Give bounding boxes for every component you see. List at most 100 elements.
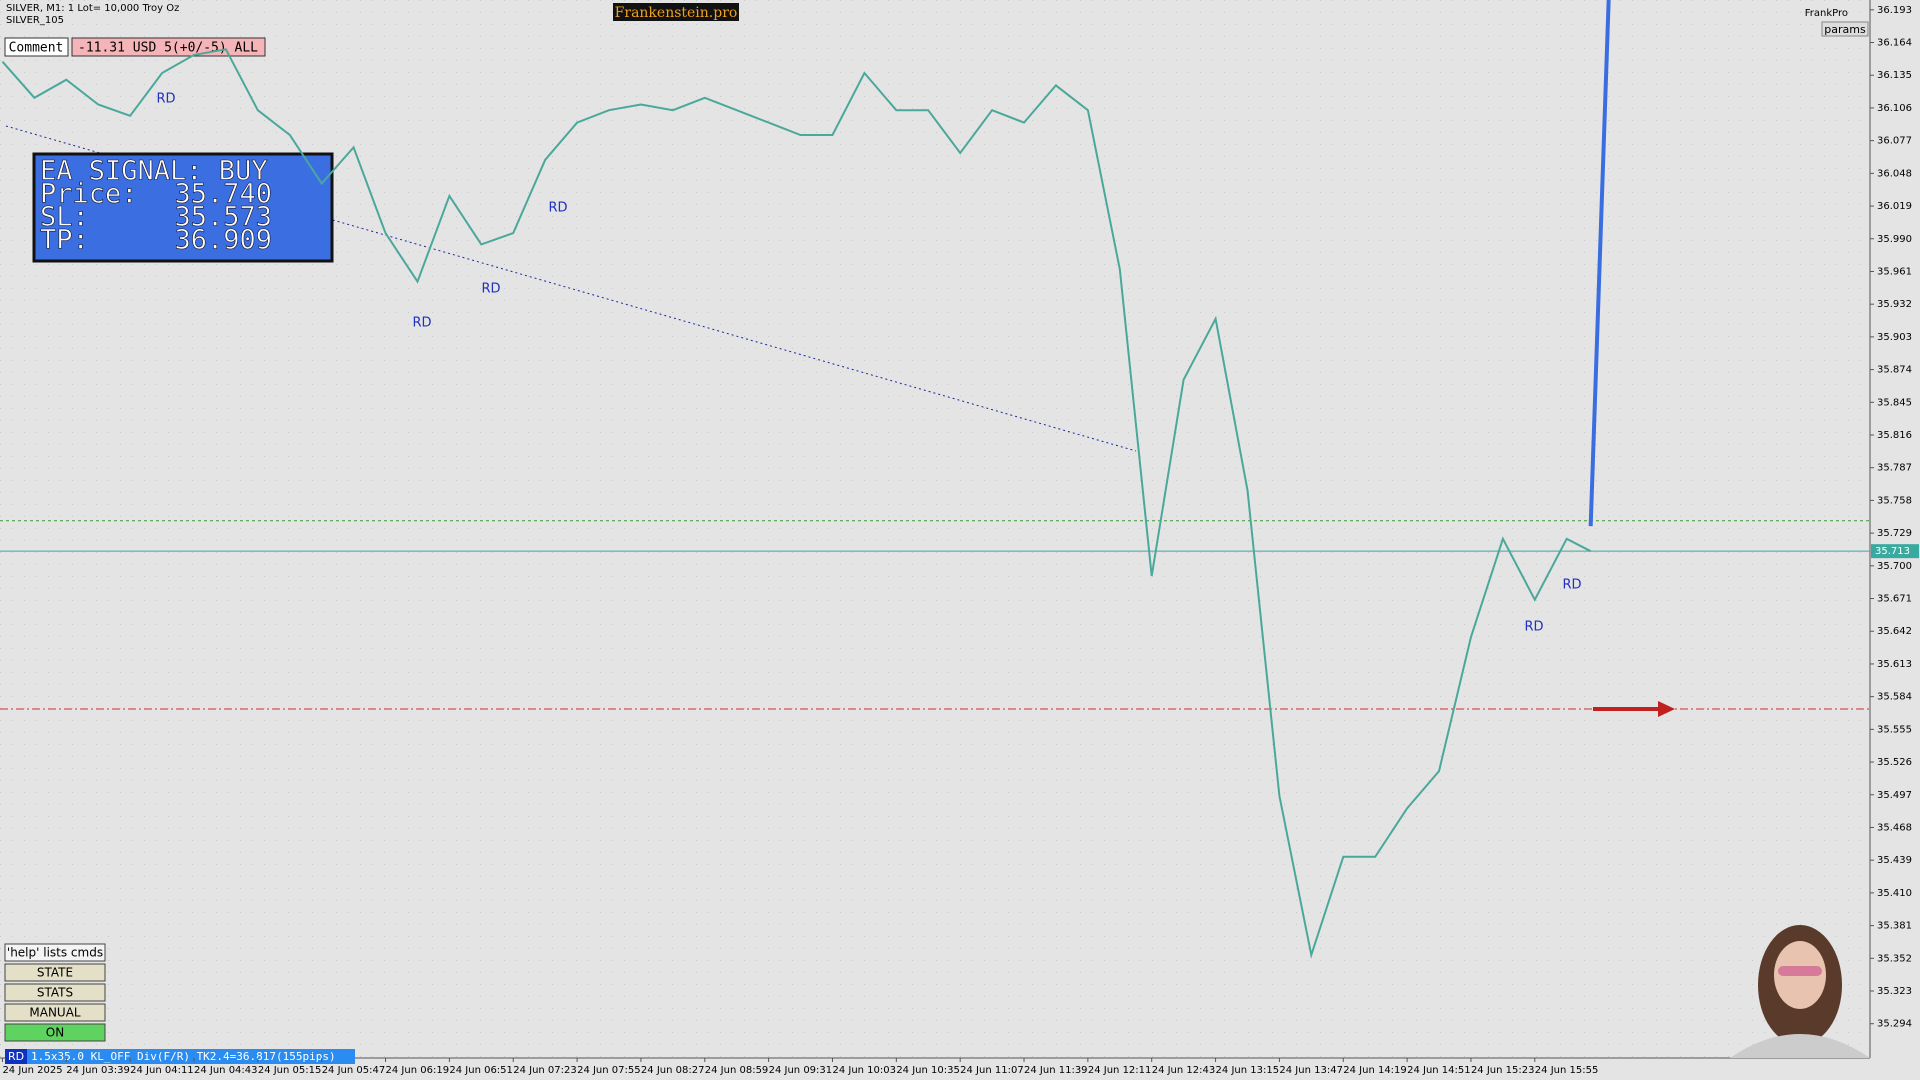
cmd-button[interactable] [4, 943, 106, 962]
rd-label: RD [548, 201, 567, 216]
rd-label: RD [481, 282, 500, 297]
x-tick-label: 24 Jun 03:39 [66, 1065, 130, 1076]
signal-price-label: Price: [40, 179, 138, 210]
status-tag: RD [8, 1050, 24, 1063]
rd-label: RD [1524, 620, 1543, 635]
status-tag-bg [5, 1049, 27, 1064]
status-text: 1.5x35.0 KL_OFF Div(F/R) TK2.4=36.817(15… [31, 1050, 336, 1063]
y-tick-label: 35.845 [1877, 397, 1912, 408]
y-tick-label: 35.700 [1877, 561, 1912, 572]
comment-label-box [4, 37, 69, 57]
y-tick-label: 35.439 [1877, 855, 1912, 866]
x-tick-label: 24 Jun 10:03 [832, 1065, 896, 1076]
x-tick-label: 24 Jun 09:31 [769, 1065, 833, 1076]
signal-price: 35.740 [174, 179, 272, 210]
y-tick-label: 35.468 [1877, 822, 1912, 833]
account: SILVER_105 [6, 15, 64, 26]
signal-tp: 36.909 [174, 225, 272, 256]
x-tick-label: 24 Jun 06:51 [449, 1065, 513, 1076]
y-tick-label: 35.497 [1877, 790, 1912, 801]
status-bar [5, 1049, 355, 1064]
y-tick-label: 35.352 [1877, 953, 1912, 964]
y-tick-label: 35.961 [1877, 266, 1912, 277]
x-tick-label: 24 Jun 10:35 [896, 1065, 960, 1076]
y-tick-label: 35.816 [1877, 430, 1912, 441]
y-tick-label: 36.106 [1877, 103, 1912, 114]
signal-title: EA SIGNAL: BUY [40, 156, 268, 187]
y-tick-label: 35.874 [1877, 365, 1912, 376]
x-tick-label: 24 Jun 11:07 [960, 1065, 1024, 1076]
y-tick-label: 35.584 [1877, 692, 1912, 703]
y-tick-label: 35.555 [1877, 724, 1912, 735]
avatar [1730, 925, 1870, 1058]
x-tick-label: 24 Jun 15:23 [1471, 1065, 1535, 1076]
x-tick-label: 24 Jun 07:55 [577, 1065, 641, 1076]
x-tick-label: 24 Jun 12:43 [1152, 1065, 1216, 1076]
y-tick-label: 35.323 [1877, 986, 1912, 997]
x-tick-label: 24 Jun 04:43 [194, 1065, 258, 1076]
cmd-button[interactable] [4, 963, 106, 982]
x-tick-label: 24 Jun 13:15 [1216, 1065, 1280, 1076]
signal-box [32, 152, 334, 263]
y-tick-label: 36.193 [1877, 5, 1912, 16]
params-label[interactable]: params [1824, 23, 1866, 36]
cmd-button[interactable] [4, 983, 106, 1002]
y-tick-label: 35.758 [1877, 495, 1912, 506]
y-tick-label: 35.787 [1877, 463, 1912, 474]
x-tick-label: 24 Jun 08:59 [705, 1065, 769, 1076]
cmd-button[interactable] [4, 1023, 106, 1042]
current-price-tag [1871, 544, 1919, 559]
x-tick-label: 24 Jun 15:55 [1535, 1065, 1599, 1076]
comment-label: Comment [9, 41, 64, 56]
x-tick-label: 24 Jun 11:39 [1024, 1065, 1088, 1076]
y-tick-label: 35.526 [1877, 757, 1912, 768]
x-tick-label: 24 Jun 13:47 [1279, 1065, 1343, 1076]
user: FrankPro [1805, 8, 1848, 19]
cmd-button-label[interactable]: 'help' lists cmds [7, 946, 103, 960]
y-tick-label: 36.135 [1877, 70, 1912, 81]
cmd-button-label[interactable]: STATE [37, 966, 73, 980]
rd-label: RD [1562, 578, 1581, 593]
cmd-button-label[interactable]: STATS [37, 986, 73, 1000]
y-tick-label: 35.729 [1877, 528, 1912, 539]
cmd-button[interactable] [4, 1003, 106, 1022]
x-tick-label: 24 Jun 14:51 [1407, 1065, 1471, 1076]
y-tick-label: 35.671 [1877, 594, 1912, 605]
x-tick-label: 24 Jun 07:23 [513, 1065, 577, 1076]
rd-label: RD [156, 92, 175, 107]
brand-bg [613, 3, 739, 21]
cmd-button-label[interactable]: ON [46, 1026, 64, 1040]
y-tick-label: 35.903 [1877, 332, 1912, 343]
y-tick-label: 35.410 [1877, 888, 1912, 899]
y-tick-label: 35.294 [1877, 1019, 1912, 1030]
y-tick-label: 36.164 [1877, 38, 1912, 49]
x-tick-label: 24 Jun 04:11 [130, 1065, 194, 1076]
signal-sl-label: SL: [40, 202, 89, 233]
x-tick-label: 24 Jun 12:11 [1088, 1065, 1152, 1076]
cmd-button-label[interactable]: MANUAL [29, 1006, 81, 1020]
x-tick-label: 24 Jun 06:19 [386, 1065, 450, 1076]
price-line [1, 48, 1592, 959]
y-tick-label: 35.990 [1877, 234, 1912, 245]
y-tick-label: 35.932 [1877, 299, 1912, 310]
x-tick-label: 24 Jun 08:27 [641, 1065, 705, 1076]
symbol: SILVER, M1: 1 Lot= 10,000 Troy Oz [6, 3, 179, 14]
rd-label: RD [412, 316, 431, 331]
sl-arrow-head [1658, 701, 1675, 718]
y-tick-label: 36.048 [1877, 168, 1912, 179]
params-button[interactable] [1821, 21, 1869, 37]
tp-projection [1588, 0, 1611, 527]
y-tick-label: 35.381 [1877, 921, 1912, 932]
current-price-label: 35.713 [1875, 546, 1910, 557]
x-tick-label: 24 Jun 14:19 [1343, 1065, 1407, 1076]
y-tick-label: 36.077 [1877, 136, 1912, 147]
comment-text: -11.31 USD 5(+0/-5) ALL [78, 41, 258, 56]
x-tick-label: 24 Jun 05:15 [258, 1065, 322, 1076]
y-tick-label: 35.642 [1877, 626, 1912, 637]
x-tick-label: 24 Jun 2025 [2, 1065, 62, 1076]
y-tick-label: 35.613 [1877, 659, 1912, 670]
x-tick-label: 24 Jun 05:47 [322, 1065, 386, 1076]
signal-tp-label: TP: [40, 225, 89, 256]
